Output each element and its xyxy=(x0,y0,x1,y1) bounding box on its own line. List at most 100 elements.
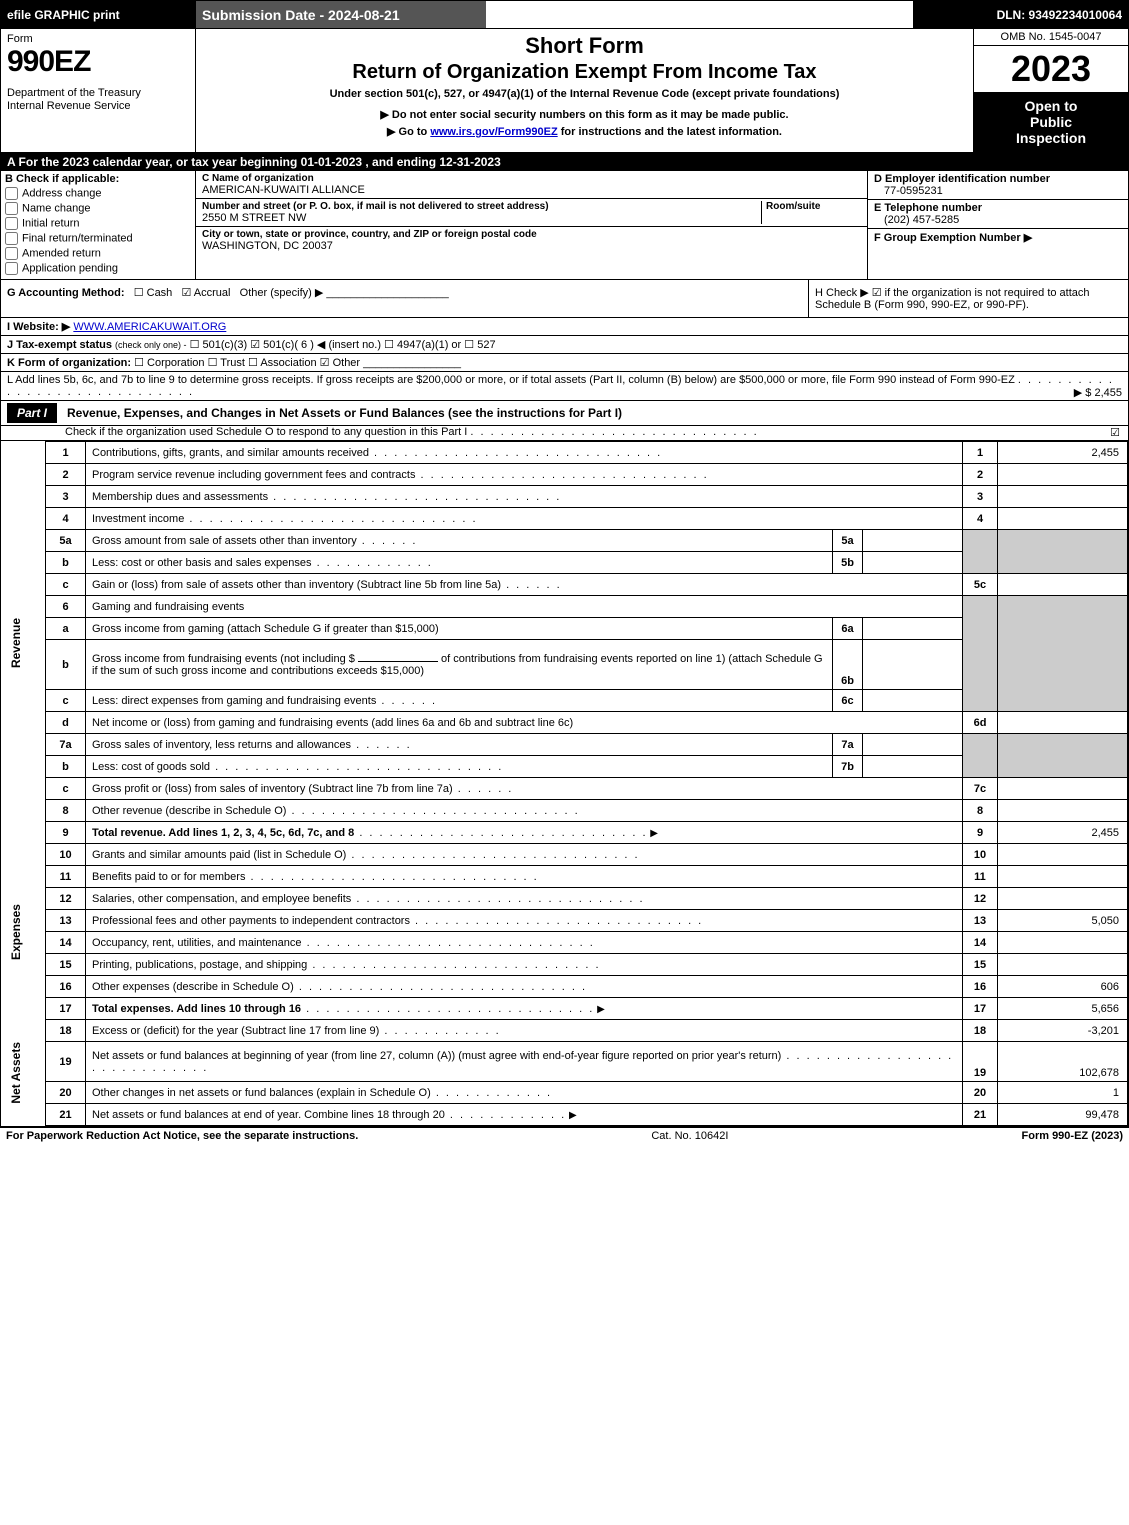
l20-desc: Other changes in net assets or fund bala… xyxy=(86,1082,963,1104)
accounting-cash[interactable]: Cash xyxy=(134,287,173,299)
chk-4947[interactable]: 4947(a)(1) or xyxy=(384,339,461,351)
opi-line3: Inspection xyxy=(976,130,1126,146)
l7a-subval xyxy=(863,734,963,756)
l6-rval-shade xyxy=(998,596,1128,712)
l5b-desc: Less: cost or other basis and sales expe… xyxy=(86,552,833,574)
phone-value: (202) 457-5285 xyxy=(874,214,1122,226)
l20-rno: 20 xyxy=(963,1082,998,1104)
street-label: Number and street (or P. O. box, if mail… xyxy=(202,201,761,212)
l12-no: 12 xyxy=(46,888,86,910)
form-org-label: K Form of organization: xyxy=(7,357,131,369)
opi-line1: Open to xyxy=(976,98,1126,114)
l6b-desc: Gross income from fundraising events (no… xyxy=(86,640,833,690)
l17-rval: 5,656 xyxy=(998,998,1128,1020)
l1-no: 1 xyxy=(46,442,86,464)
chk-address-change[interactable]: Address change xyxy=(5,187,191,200)
box-b: B Check if applicable: Address change Na… xyxy=(1,171,196,279)
street-cell: Number and street (or P. O. box, if mail… xyxy=(196,199,867,227)
l7a-desc: Gross sales of inventory, less returns a… xyxy=(86,734,833,756)
form-header: Form 990EZ Department of the Treasury In… xyxy=(1,29,1128,153)
form-ref-bold: 990-EZ xyxy=(1052,1130,1088,1142)
phone-label: E Telephone number xyxy=(874,202,982,214)
l1-desc: Contributions, gifts, grants, and simila… xyxy=(86,442,963,464)
l6b-subval xyxy=(863,640,963,690)
l19-no: 19 xyxy=(46,1042,86,1082)
row-l: L Add lines 5b, 6c, and 7b to line 9 to … xyxy=(1,372,1128,401)
l6d-rno: 6d xyxy=(963,712,998,734)
l1-rval: 2,455 xyxy=(998,442,1128,464)
efile-print-label: efile GRAPHIC print xyxy=(1,1,196,28)
opi-line2: Public xyxy=(976,114,1126,130)
return-title: Return of Organization Exempt From Incom… xyxy=(202,61,967,84)
irs-link[interactable]: www.irs.gov/Form990EZ xyxy=(430,126,557,138)
chk-association[interactable]: Association xyxy=(248,357,317,369)
l6a-desc: Gross income from gaming (attach Schedul… xyxy=(86,618,833,640)
l7a-no: 7a xyxy=(46,734,86,756)
form-990ez-page: efile GRAPHIC print Submission Date - 20… xyxy=(0,0,1129,1127)
box-d: D Employer identification number 77-0595… xyxy=(868,171,1128,200)
l5-rno-shade xyxy=(963,530,998,574)
chk-application-pending[interactable]: Application pending xyxy=(5,262,191,275)
l18-rval: -3,201 xyxy=(998,1020,1128,1042)
chk-other-org[interactable]: Other xyxy=(320,357,360,369)
l7b-desc: Less: cost of goods sold xyxy=(86,756,833,778)
chk-amended-return[interactable]: Amended return xyxy=(5,247,191,260)
l13-desc: Professional fees and other payments to … xyxy=(86,910,963,932)
l7c-rno: 7c xyxy=(963,778,998,800)
part-i-checkbox[interactable]: ☑ xyxy=(1110,426,1128,439)
l9-no: 9 xyxy=(46,822,86,844)
rows-g-h: G Accounting Method: Cash Accrual Other … xyxy=(1,280,1128,318)
l5a-desc: Gross amount from sale of assets other t… xyxy=(86,530,833,552)
l6d-no: d xyxy=(46,712,86,734)
row-j: J Tax-exempt status (check only one) - 5… xyxy=(1,336,1128,354)
tax-year: 2023 xyxy=(974,46,1128,92)
l7a-subno: 7a xyxy=(833,734,863,756)
accounting-other-line: ____________________ xyxy=(326,287,448,299)
l14-rval xyxy=(998,932,1128,954)
l15-desc: Printing, publications, postage, and shi… xyxy=(86,954,963,976)
chk-501c3[interactable]: 501(c)(3) xyxy=(190,339,248,351)
chk-527[interactable]: 527 xyxy=(464,339,495,351)
chk-trust[interactable]: Trust xyxy=(208,357,245,369)
l10-rval xyxy=(998,844,1128,866)
city-cell: City or town, state or province, country… xyxy=(196,227,867,255)
part-i-header: Part I Revenue, Expenses, and Changes in… xyxy=(1,401,1128,426)
form-ref: Form 990-EZ (2023) xyxy=(1022,1130,1124,1142)
l19-rno: 19 xyxy=(963,1042,998,1082)
l6c-subno: 6c xyxy=(833,690,863,712)
chk-initial-return[interactable]: Initial return xyxy=(5,217,191,230)
box-c: C Name of organization AMERICAN-KUWAITI … xyxy=(196,171,868,279)
l3-rno: 3 xyxy=(963,486,998,508)
chk-name-change[interactable]: Name change xyxy=(5,202,191,215)
l4-desc: Investment income xyxy=(86,508,963,530)
accounting-other[interactable]: Other (specify) ▶ xyxy=(240,287,324,299)
l20-rval: 1 xyxy=(998,1082,1128,1104)
org-name-value: AMERICAN-KUWAITI ALLIANCE xyxy=(202,184,861,196)
box-f: F Group Exemption Number ▶ xyxy=(868,229,1128,257)
header-right: OMB No. 1545-0047 2023 Open to Public In… xyxy=(973,29,1128,152)
website-link[interactable]: WWW.AMERICAKUWAIT.ORG xyxy=(73,321,226,333)
chk-501c[interactable]: 501(c)( 6 ) ◀ (insert no.) xyxy=(250,339,381,351)
topbar-spacer xyxy=(486,1,913,28)
l18-desc: Excess or (deficit) for the year (Subtra… xyxy=(86,1020,963,1042)
org-name-cell: C Name of organization AMERICAN-KUWAITI … xyxy=(196,171,867,199)
accounting-accrual[interactable]: Accrual xyxy=(181,287,230,299)
chk-final-return[interactable]: Final return/terminated xyxy=(5,232,191,245)
l5a-subval xyxy=(863,530,963,552)
expenses-side-label: Expenses xyxy=(1,844,46,1020)
l6b-subno: 6b xyxy=(833,640,863,690)
l8-rval xyxy=(998,800,1128,822)
l8-desc: Other revenue (describe in Schedule O) xyxy=(86,800,963,822)
tax-exempt-label: J Tax-exempt status xyxy=(7,339,115,351)
city-value: WASHINGTON, DC 20037 xyxy=(202,240,861,252)
l6c-no: c xyxy=(46,690,86,712)
l19-rval: 102,678 xyxy=(998,1042,1128,1082)
l3-rval xyxy=(998,486,1128,508)
form-number: 990EZ xyxy=(7,45,189,79)
l5b-subno: 5b xyxy=(833,552,863,574)
l13-rno: 13 xyxy=(963,910,998,932)
l4-rval xyxy=(998,508,1128,530)
chk-corporation[interactable]: Corporation xyxy=(134,357,204,369)
l12-rno: 12 xyxy=(963,888,998,910)
header-left: Form 990EZ Department of the Treasury In… xyxy=(1,29,196,152)
